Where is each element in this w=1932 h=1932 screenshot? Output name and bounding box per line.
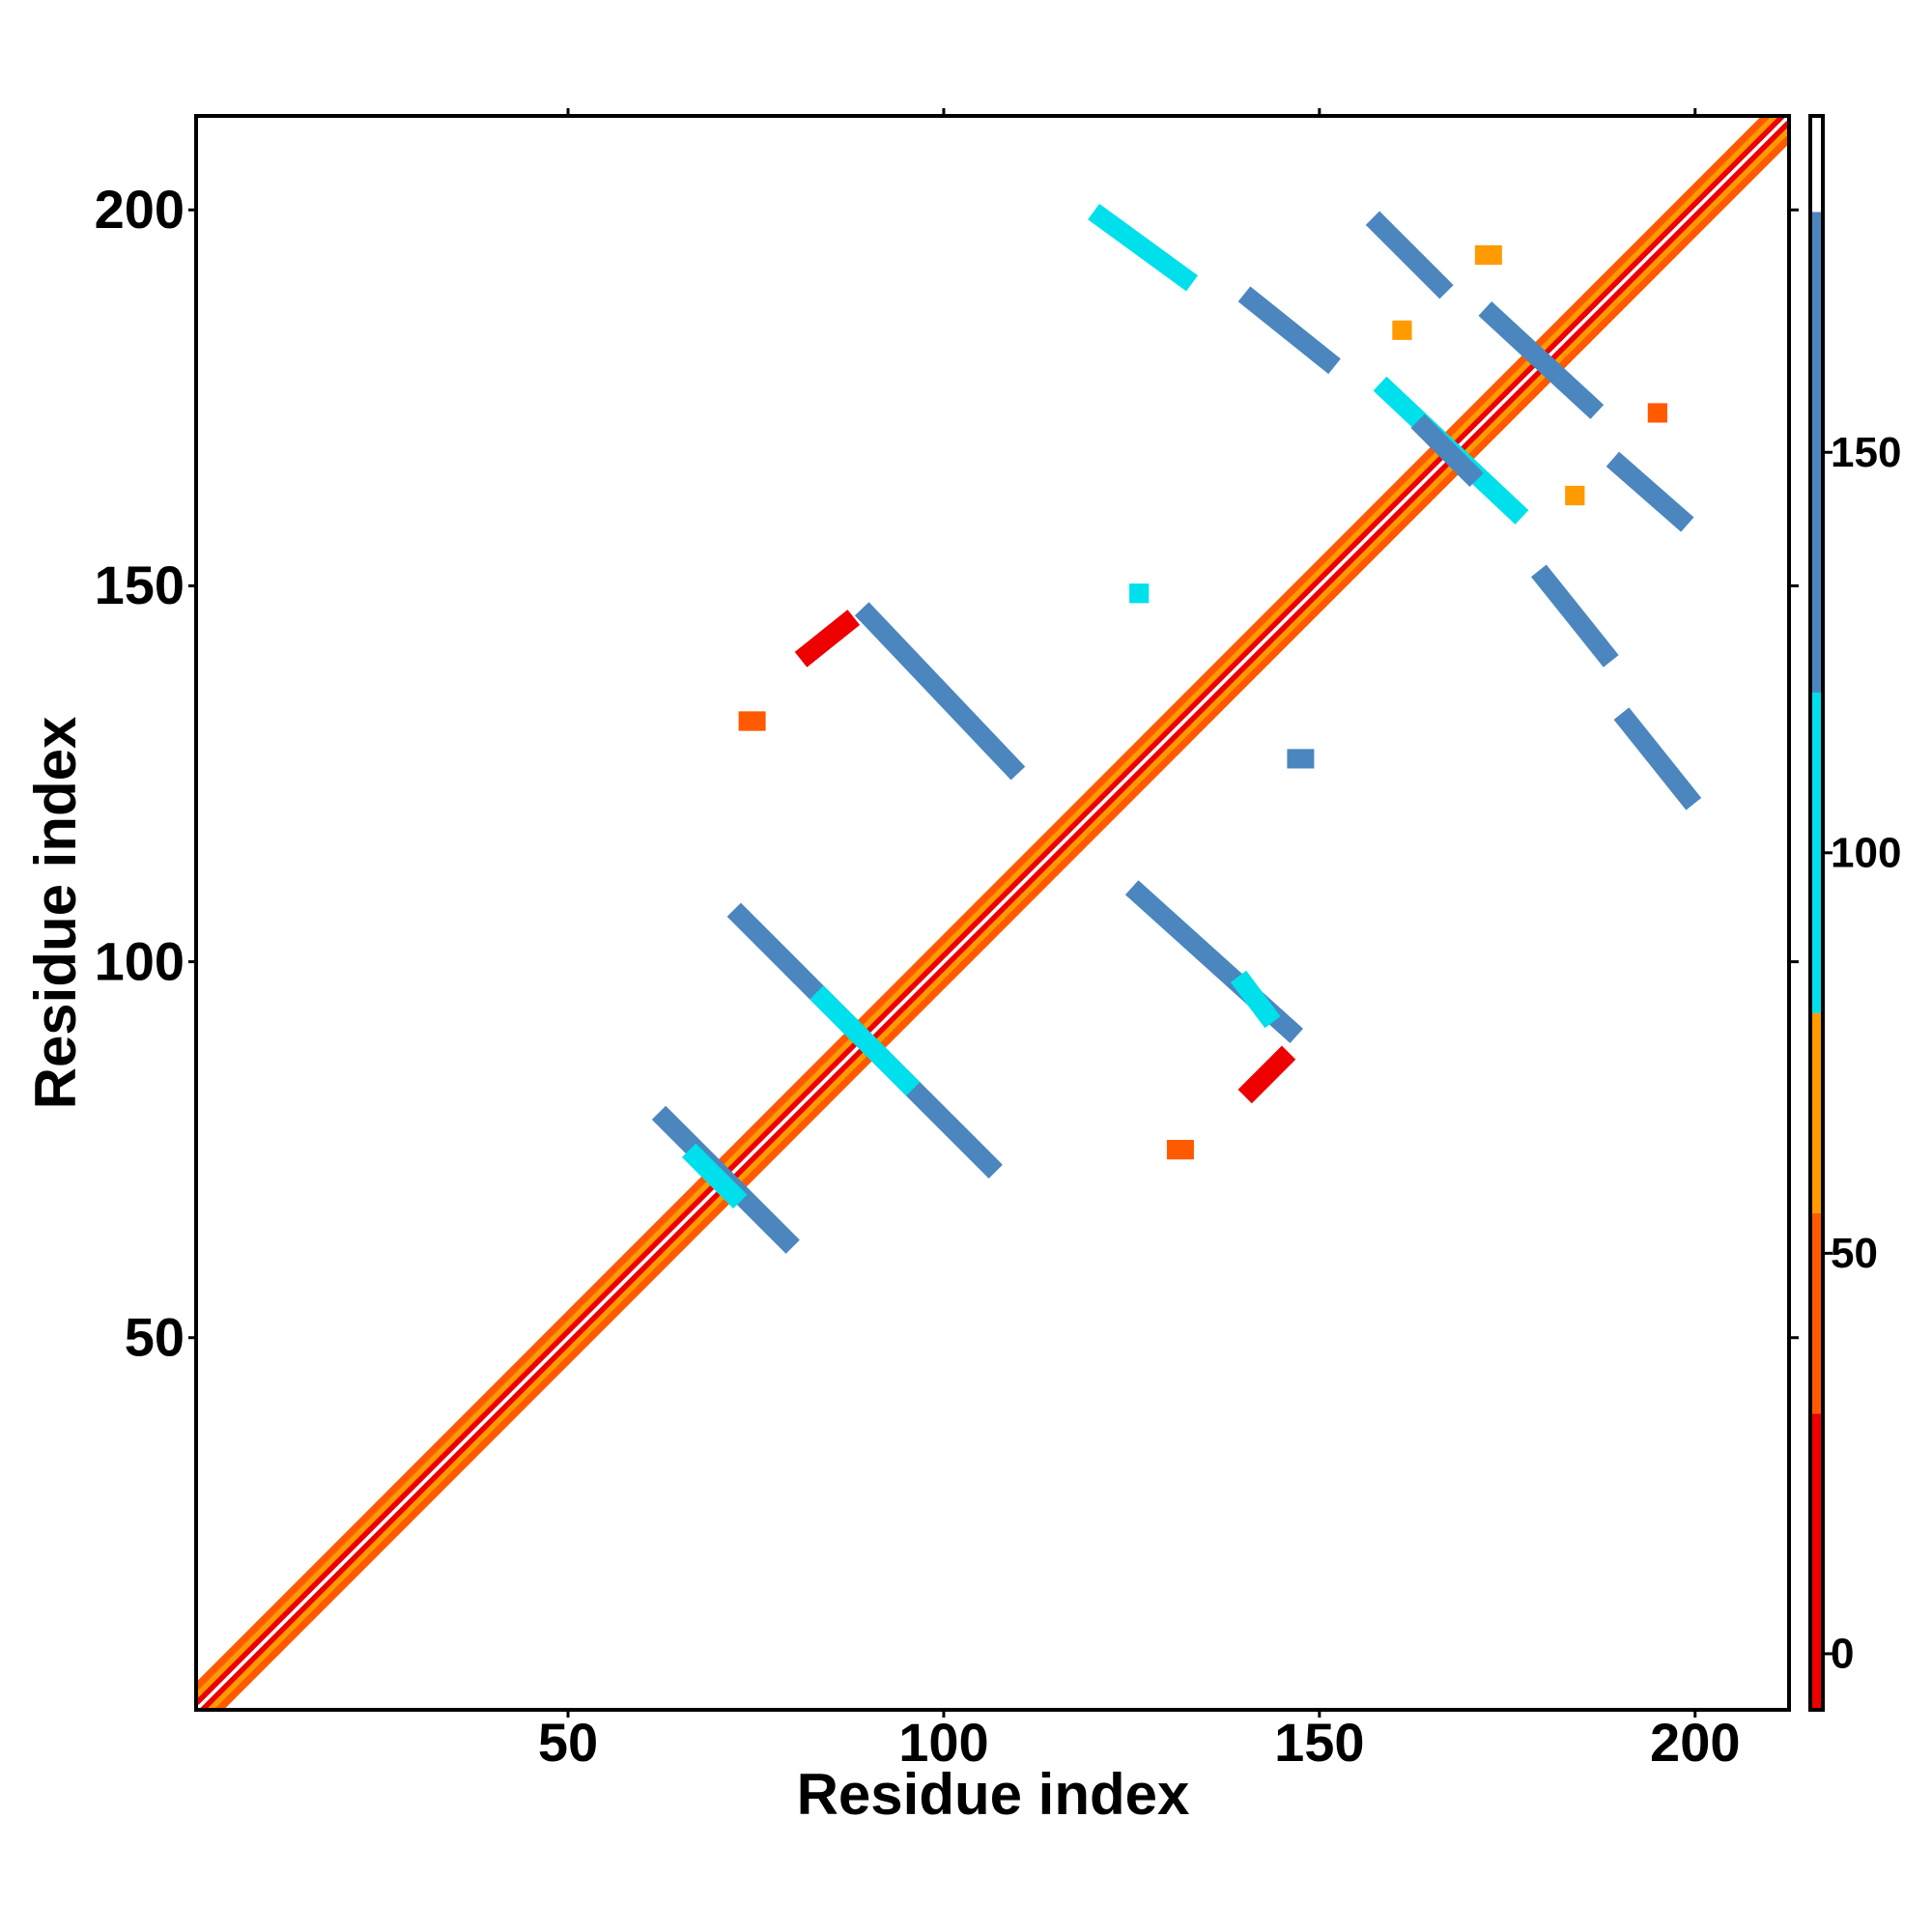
contact-run bbox=[1410, 413, 1484, 487]
plot-cells bbox=[196, 116, 1789, 1710]
y-tick-label: 200 bbox=[95, 179, 185, 240]
contact-run bbox=[681, 1143, 748, 1209]
contact-run bbox=[1613, 707, 1702, 810]
contact-run bbox=[1530, 564, 1619, 668]
diagonal-band bbox=[198, 121, 1789, 1710]
colorbar-band bbox=[1810, 692, 1823, 1013]
colorbar-band bbox=[1810, 1012, 1823, 1213]
colorbar-tick-label: 100 bbox=[1831, 829, 1901, 876]
y-tick-label: 150 bbox=[95, 554, 185, 615]
colorbar-tick-label: 150 bbox=[1831, 429, 1901, 476]
x-tick-label: 50 bbox=[538, 1712, 598, 1773]
diagonal-band bbox=[196, 116, 1779, 1698]
colorbar-tick-label: 50 bbox=[1831, 1230, 1878, 1277]
contact-run bbox=[1237, 1045, 1296, 1104]
contact-run bbox=[854, 602, 1026, 781]
x-axis-label: Residue index bbox=[797, 1762, 1190, 1827]
y-axis-label: Residue index bbox=[23, 717, 88, 1110]
x-tick-label: 150 bbox=[1274, 1712, 1364, 1773]
colorbar-band bbox=[1810, 1413, 1823, 1710]
colorbar-tick-label: 0 bbox=[1831, 1631, 1854, 1678]
diagonal-band bbox=[196, 116, 1772, 1690]
colorbar-band bbox=[1810, 212, 1823, 693]
y-tick-label: 50 bbox=[125, 1307, 185, 1368]
contact-run bbox=[1230, 970, 1281, 1029]
plot-frame bbox=[194, 114, 1791, 1712]
contact-run bbox=[810, 985, 921, 1096]
diagonal-band bbox=[196, 116, 1787, 1705]
contact-run bbox=[1478, 300, 1605, 419]
x-tick-label: 100 bbox=[898, 1712, 988, 1773]
y-tick-label: 100 bbox=[95, 930, 185, 991]
colorbar-frame bbox=[1808, 114, 1825, 1712]
diagonal-band bbox=[213, 135, 1789, 1710]
diagonal-band bbox=[206, 128, 1789, 1710]
contact-run bbox=[1237, 286, 1341, 375]
contact-run bbox=[1605, 451, 1694, 532]
colorbar-band bbox=[1810, 1212, 1823, 1414]
contact-run bbox=[1365, 211, 1454, 299]
x-tick-label: 200 bbox=[1650, 1712, 1740, 1773]
contact-run bbox=[794, 610, 861, 668]
colorbar-band bbox=[1810, 116, 1823, 213]
contact-run bbox=[1088, 203, 1198, 292]
